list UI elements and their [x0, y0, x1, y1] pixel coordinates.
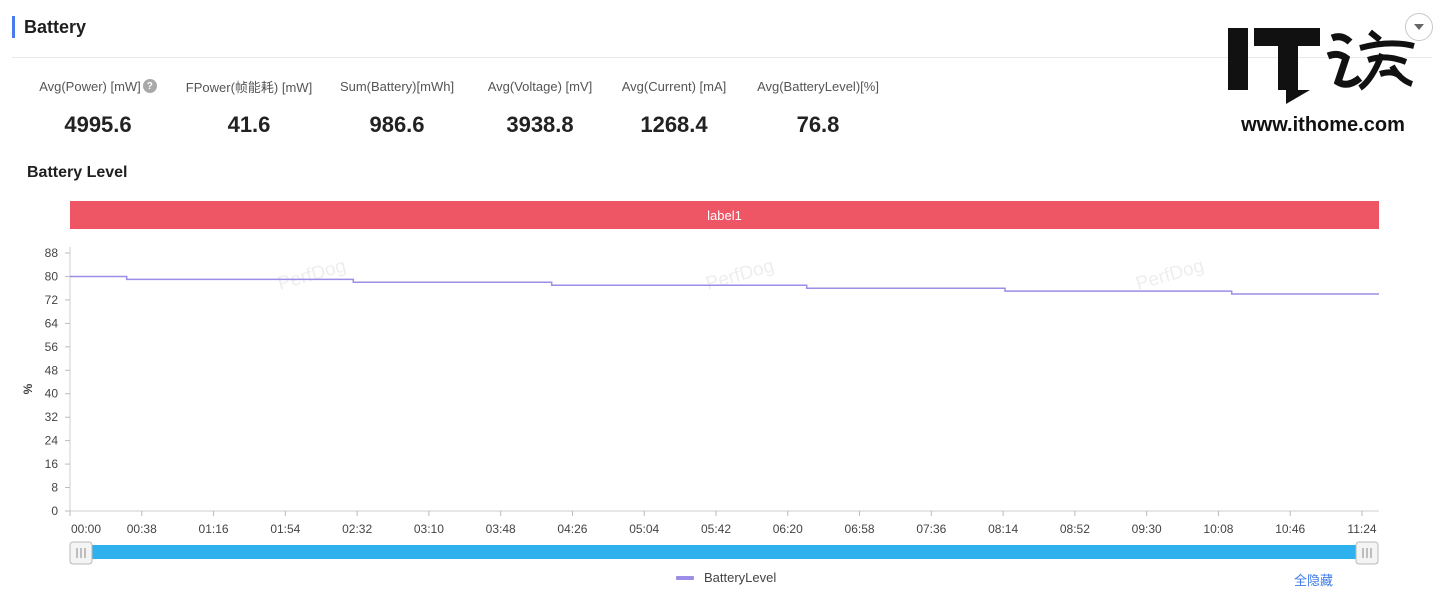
zoom-slider-track: [80, 545, 1368, 559]
legend-swatch: [676, 575, 694, 580]
x-tick-label: 03:48: [486, 522, 516, 536]
x-tick-label: 05:42: [701, 522, 731, 536]
x-tick-label: 01:16: [199, 522, 229, 536]
y-tick-label: 8: [51, 481, 58, 495]
legend-item-batterylevel[interactable]: BatteryLevel: [676, 570, 776, 585]
y-tick-label: 72: [45, 293, 59, 307]
x-tick-label: 10:08: [1203, 522, 1233, 536]
y-tick-label: 32: [45, 410, 59, 424]
x-tick-label: 07:36: [916, 522, 946, 536]
x-tick-label: 11:24: [1347, 522, 1376, 536]
stat-value: 986.6: [369, 112, 425, 137]
x-tick-label: 00:00: [71, 522, 101, 536]
y-tick-label: 40: [45, 387, 59, 401]
section-title: Battery: [24, 16, 87, 37]
stat-label: FPower(帧能耗) [mW]: [185, 79, 313, 95]
y-axis-label: %: [21, 383, 35, 394]
chart-title: Battery Level: [27, 164, 128, 181]
x-tick-label: 01:54: [270, 522, 300, 536]
perfdog-watermark: PerfDog: [276, 255, 349, 294]
stat-fpower: FPower(帧能耗) [mW] 41.6: [176, 76, 322, 138]
y-tick-label: 16: [45, 457, 59, 471]
zoom-slider-handle-left[interactable]: [69, 541, 93, 565]
stat-avg-battery-level: Avg(BatteryLevel)[%] 76.8: [740, 76, 896, 138]
x-tick-label: 08:52: [1060, 522, 1090, 536]
ithome-logo: [1228, 28, 1415, 104]
hide-all-link[interactable]: 全隐藏: [1294, 573, 1334, 588]
stat-avg-voltage: Avg(Voltage) [mV] 3938.8: [472, 76, 608, 138]
stat-value: 4995.6: [64, 112, 132, 137]
stat-avg-current: Avg(Current) [mA] 1268.4: [608, 76, 740, 138]
help-icon[interactable]: ?: [142, 79, 157, 93]
zoom-slider-handle-right[interactable]: [1355, 541, 1379, 565]
x-tick-label: 10:46: [1275, 522, 1305, 536]
x-tick-label: 06:58: [845, 522, 875, 536]
stat-label: Avg(Power) [mW]: [39, 78, 141, 94]
x-tick-label: 00:38: [127, 522, 157, 536]
y-tick-label: 0: [51, 504, 58, 518]
section-header: Battery: [12, 14, 86, 40]
perfdog-watermark: PerfDog: [1134, 255, 1207, 294]
collapse-button[interactable]: [1405, 13, 1433, 41]
stat-value: 41.6: [227, 112, 271, 137]
stat-label: Avg(Voltage) [mV]: [487, 78, 593, 94]
y-tick-label: 56: [45, 340, 59, 354]
legend-label: BatteryLevel: [704, 570, 777, 585]
stat-label: Avg(Current) [mA]: [621, 78, 727, 94]
y-tick-label: 88: [45, 246, 59, 260]
chevron-down-icon: [1414, 24, 1424, 30]
y-tick-label: 64: [45, 316, 59, 330]
x-tick-label: 04:26: [557, 522, 587, 536]
y-tick-label: 24: [45, 434, 59, 448]
x-tick-label: 02:32: [342, 522, 372, 536]
stat-value: 76.8: [796, 112, 840, 137]
stats-row: Avg(Power) [mW] ? 4995.6 FPower(帧能耗) [mW…: [20, 76, 896, 138]
stat-value: 3938.8: [506, 112, 574, 137]
y-tick-label: 48: [45, 363, 59, 377]
stat-label: Sum(Battery)[mWh]: [339, 78, 455, 94]
x-tick-label: 03:10: [414, 522, 444, 536]
x-tick-label: 06:20: [773, 522, 803, 536]
stat-value: 1268.4: [640, 112, 708, 137]
x-tick-label: 05:04: [629, 522, 659, 536]
stat-avg-power: Avg(Power) [mW] ? 4995.6: [20, 76, 176, 138]
stat-sum-battery: Sum(Battery)[mWh] 986.6: [322, 76, 472, 138]
perfdog-watermark: PerfDog: [704, 255, 777, 294]
x-tick-label: 08:14: [988, 522, 1018, 536]
divider: [12, 57, 1432, 58]
logo-url: www.ithome.com: [1241, 114, 1405, 136]
x-tick-label: 09:30: [1132, 522, 1162, 536]
series-line-batterylevel: [70, 275, 1379, 295]
stat-label: Avg(BatteryLevel)[%]: [757, 78, 879, 94]
accent-bar: [12, 16, 15, 38]
y-tick-label: 80: [45, 269, 59, 283]
label-band: label1: [70, 201, 1379, 229]
